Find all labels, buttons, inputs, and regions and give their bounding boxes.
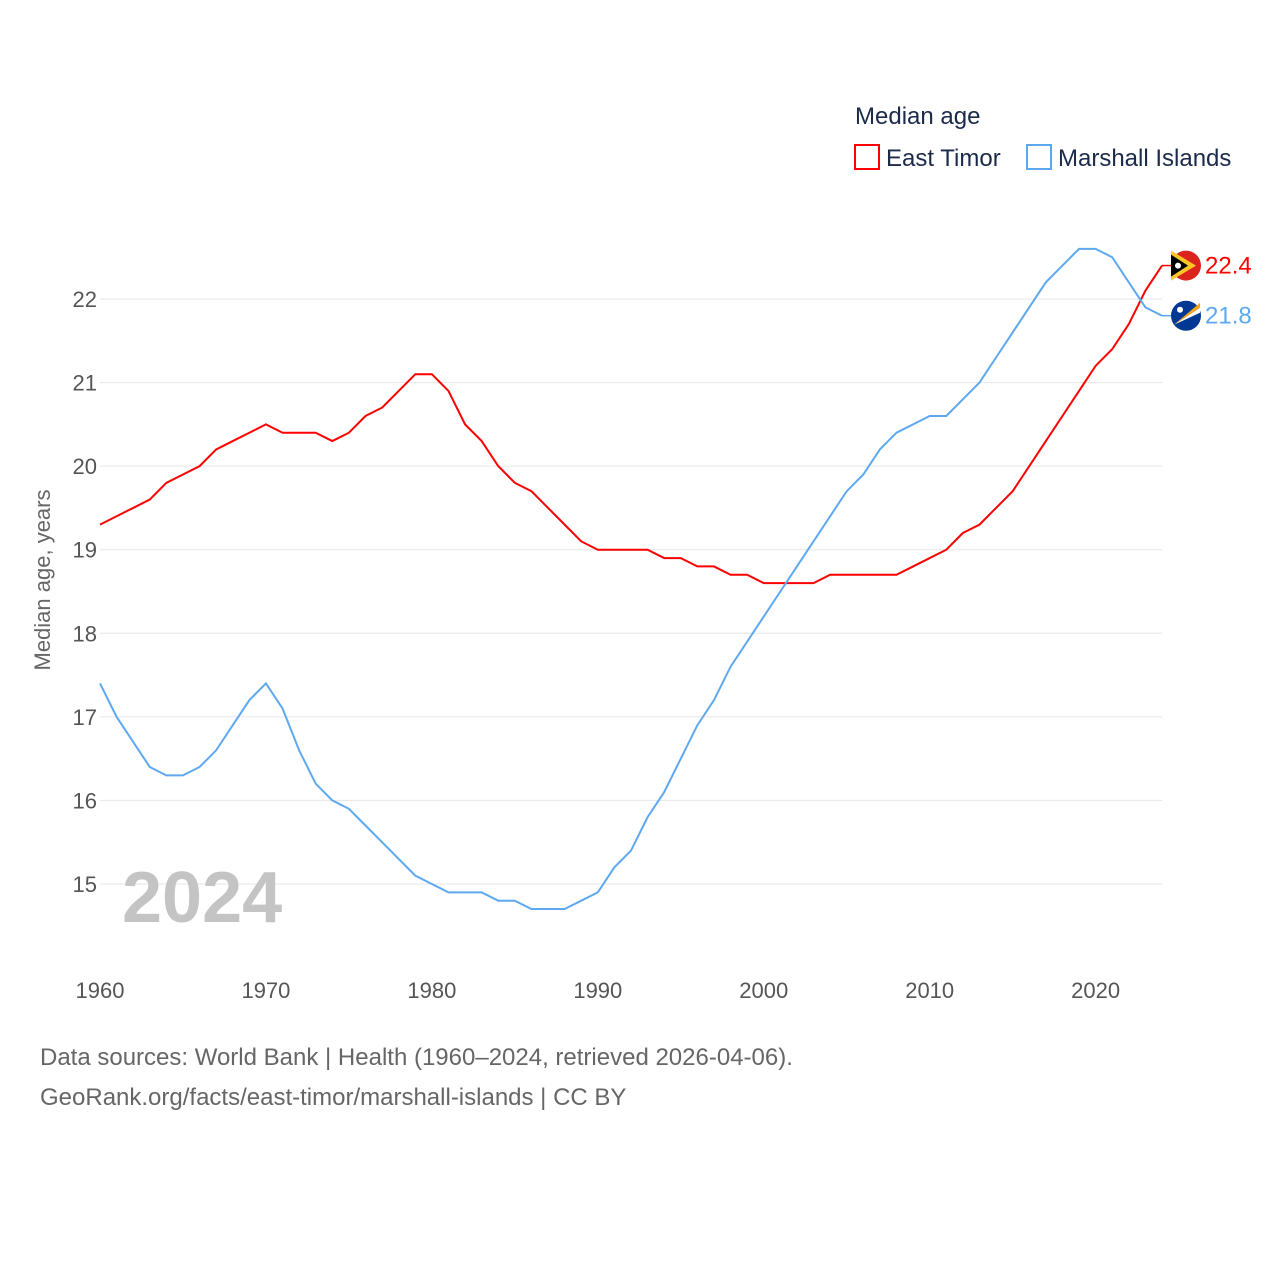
legend-label-0: East Timor <box>886 145 1001 172</box>
legend-title: Median age <box>855 103 980 130</box>
footer-link[interactable]: GeoRank.org/facts/east-timor/marshall-is… <box>40 1084 627 1111</box>
marshall-islands-flag-icon <box>1177 306 1183 313</box>
series-line-0 <box>99 265 1163 585</box>
end-value-label-0: 22.4 <box>1205 253 1252 280</box>
legend-swatch-1 <box>1026 144 1052 170</box>
y-tick-label: 15 <box>73 872 97 897</box>
x-tick-label: 1980 <box>407 978 456 1003</box>
year-watermark: 2024 <box>122 858 282 938</box>
marshall-islands-flag-icon <box>1174 302 1200 325</box>
y-tick-label: 20 <box>73 454 97 479</box>
legend-label-1: Marshall Islands <box>1058 145 1231 172</box>
y-tick-label: 22 <box>73 287 97 312</box>
y-tick-label: 19 <box>73 538 97 563</box>
x-tick-label: 1970 <box>241 978 290 1003</box>
footer-sources: Data sources: World Bank | Health (1960–… <box>40 1044 793 1071</box>
x-tick-label: 1990 <box>573 978 622 1003</box>
end-value-label-1: 21.8 <box>1205 303 1252 330</box>
x-tick-label: 2010 <box>905 978 954 1003</box>
y-tick-label: 18 <box>73 621 97 646</box>
x-tick-label: 1960 <box>76 978 125 1003</box>
east-timor-flag-icon <box>1175 262 1181 269</box>
legend-swatch-0 <box>854 144 880 170</box>
y-tick-label: 17 <box>73 705 97 730</box>
y-tick-label: 16 <box>73 788 97 813</box>
x-tick-label: 2000 <box>739 978 788 1003</box>
series-line-1 <box>99 247 1163 911</box>
y-tick-label: 21 <box>73 371 97 396</box>
x-tick-label: 2020 <box>1071 978 1120 1003</box>
y-axis-label: Median age, years <box>30 490 55 671</box>
